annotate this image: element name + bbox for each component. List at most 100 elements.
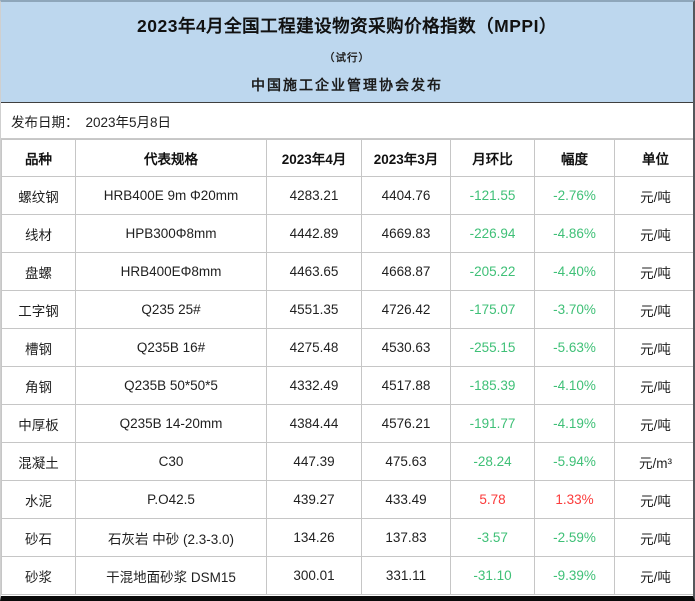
cell-april-value: 439.27 [266, 480, 362, 519]
table-row: 混凝土 C30 447.39 475.63 -28.24 -5.94% 元/m³ [1, 442, 693, 481]
cell-mom-change: -28.24 [450, 442, 535, 481]
cell-category: 角钢 [1, 366, 76, 405]
cell-unit: 元/吨 [614, 556, 693, 595]
cell-march-value: 137.83 [361, 518, 451, 557]
table-row: 中厚板 Q235B 14-20mm 4384.44 4576.21 -191.7… [1, 404, 693, 443]
cell-april-value: 300.01 [266, 556, 362, 595]
price-index-table: 品种 代表规格 2023年4月 2023年3月 月环比 幅度 单位 螺纹钢 HR… [1, 139, 693, 595]
trial-subtitle: （试行） [324, 52, 370, 64]
cell-category: 螺纹钢 [1, 176, 76, 215]
table-row: 水泥 P.O42.5 439.27 433.49 5.78 1.33% 元/吨 [1, 480, 693, 519]
cell-mom-change: -31.10 [450, 556, 535, 595]
table-row: 螺纹钢 HRB400E 9m Φ20mm 4283.21 4404.76 -12… [1, 176, 693, 215]
cell-category: 槽钢 [1, 328, 76, 367]
column-header-unit: 单位 [614, 139, 693, 177]
column-header-march: 2023年3月 [361, 139, 451, 177]
cell-march-value: 4576.21 [361, 404, 451, 443]
cell-mom-change: 5.78 [450, 480, 535, 519]
cell-spec: 石灰岩 中砂 (2.3-3.0) [75, 518, 267, 557]
cell-april-value: 447.39 [266, 442, 362, 481]
cell-change-pct: 1.33% [534, 480, 615, 519]
column-header-spec: 代表规格 [75, 139, 267, 177]
cell-category: 盘螺 [1, 252, 76, 291]
cell-mom-change: -175.07 [450, 290, 535, 329]
cell-unit: 元/吨 [614, 328, 693, 367]
column-header-change-pct: 幅度 [534, 139, 615, 177]
publisher-line: 中国施工企业管理协会发布 [251, 78, 443, 94]
cell-change-pct: -5.94% [534, 442, 615, 481]
cell-unit: 元/吨 [614, 214, 693, 253]
table-row: 线材 HPB300Φ8mm 4442.89 4669.83 -226.94 -4… [1, 214, 693, 253]
cell-change-pct: -9.39% [534, 556, 615, 595]
table-row: 砂浆 干混地面砂浆 DSM15 300.01 331.11 -31.10 -9.… [1, 556, 693, 595]
cell-march-value: 4404.76 [361, 176, 451, 215]
cell-march-value: 331.11 [361, 556, 451, 595]
cell-april-value: 4551.35 [266, 290, 362, 329]
release-date-value: 2023年5月8日 [85, 114, 172, 130]
table-row: 砂石 石灰岩 中砂 (2.3-3.0) 134.26 137.83 -3.57 … [1, 518, 693, 557]
report-masthead: 2023年4月全国工程建设物资采购价格指数（MPPI） （试行） 中国施工企业管… [1, 2, 693, 103]
cell-unit: 元/吨 [614, 252, 693, 291]
cell-unit: 元/m³ [614, 442, 693, 481]
table-header-row: 品种 代表规格 2023年4月 2023年3月 月环比 幅度 单位 [1, 139, 693, 177]
cell-change-pct: -4.40% [534, 252, 615, 291]
cell-unit: 元/吨 [614, 518, 693, 557]
release-date-label: 发布日期： [11, 114, 79, 130]
cell-spec: Q235 25# [75, 290, 267, 329]
column-header-mom-change: 月环比 [450, 139, 535, 177]
cell-unit: 元/吨 [614, 176, 693, 215]
cell-category: 水泥 [1, 480, 76, 519]
cell-march-value: 433.49 [361, 480, 451, 519]
cell-category: 工字钢 [1, 290, 76, 329]
cell-march-value: 4517.88 [361, 366, 451, 405]
cell-mom-change: -185.39 [450, 366, 535, 405]
cell-category: 混凝土 [1, 442, 76, 481]
cell-spec: 干混地面砂浆 DSM15 [75, 556, 267, 595]
cell-march-value: 4726.42 [361, 290, 451, 329]
cell-category: 中厚板 [1, 404, 76, 443]
cell-change-pct: -3.70% [534, 290, 615, 329]
cell-spec: HRB400E 9m Φ20mm [75, 176, 267, 215]
column-header-category: 品种 [1, 139, 76, 177]
cell-april-value: 4442.89 [266, 214, 362, 253]
cell-march-value: 4669.83 [361, 214, 451, 253]
table-row: 槽钢 Q235B 16# 4275.48 4530.63 -255.15 -5.… [1, 328, 693, 367]
table-row: 角钢 Q235B 50*50*5 4332.49 4517.88 -185.39… [1, 366, 693, 405]
cell-april-value: 4384.44 [266, 404, 362, 443]
cell-change-pct: -2.59% [534, 518, 615, 557]
cell-change-pct: -4.10% [534, 366, 615, 405]
cell-spec: HRB400EΦ8mm [75, 252, 267, 291]
cell-april-value: 4332.49 [266, 366, 362, 405]
cell-mom-change: -191.77 [450, 404, 535, 443]
release-date-row: 发布日期： 2023年5月8日 [1, 103, 693, 139]
cell-mom-change: -226.94 [450, 214, 535, 253]
cell-march-value: 475.63 [361, 442, 451, 481]
cell-mom-change: -121.55 [450, 176, 535, 215]
cell-unit: 元/吨 [614, 366, 693, 405]
cell-april-value: 4275.48 [266, 328, 362, 367]
cell-april-value: 134.26 [266, 518, 362, 557]
table-row: 盘螺 HRB400EΦ8mm 4463.65 4668.87 -205.22 -… [1, 252, 693, 291]
cell-change-pct: -4.86% [534, 214, 615, 253]
cell-spec: Q235B 16# [75, 328, 267, 367]
cell-unit: 元/吨 [614, 404, 693, 443]
table-header: 品种 代表规格 2023年4月 2023年3月 月环比 幅度 单位 [1, 139, 693, 177]
table-row: 工字钢 Q235 25# 4551.35 4726.42 -175.07 -3.… [1, 290, 693, 329]
cell-unit: 元/吨 [614, 480, 693, 519]
cell-unit: 元/吨 [614, 290, 693, 329]
cell-april-value: 4283.21 [266, 176, 362, 215]
cell-category: 砂石 [1, 518, 76, 557]
cell-change-pct: -5.63% [534, 328, 615, 367]
cell-spec: Q235B 50*50*5 [75, 366, 267, 405]
column-header-april: 2023年4月 [266, 139, 362, 177]
cell-spec: HPB300Φ8mm [75, 214, 267, 253]
cell-mom-change: -255.15 [450, 328, 535, 367]
cell-march-value: 4668.87 [361, 252, 451, 291]
cell-april-value: 4463.65 [266, 252, 362, 291]
page-title: 2023年4月全国工程建设物资采购价格指数（MPPI） [137, 16, 557, 36]
cell-mom-change: -3.57 [450, 518, 535, 557]
cell-category: 砂浆 [1, 556, 76, 595]
cell-change-pct: -2.76% [534, 176, 615, 215]
cell-spec: P.O42.5 [75, 480, 267, 519]
